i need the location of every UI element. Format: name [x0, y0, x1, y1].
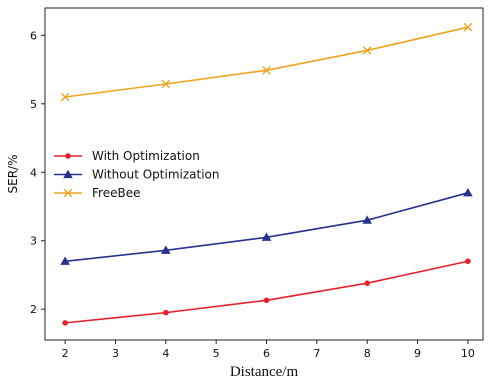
legend-label: With Optimization [92, 149, 200, 163]
series-1-point [62, 320, 68, 326]
y-axis-label: SER/% [6, 155, 20, 194]
legend: With Optimization Without Optimization Fre… [54, 149, 219, 200]
legend-marker [63, 169, 73, 179]
series-line-2 [65, 192, 469, 263]
series-2-point [161, 245, 171, 254]
series-3-point [463, 22, 473, 32]
series-1-point [263, 297, 270, 304]
series-2-point [60, 256, 70, 265]
x-tick-label: 10 [461, 347, 475, 360]
legend-label: FreeBee [92, 186, 140, 200]
x-tick-label: 5 [213, 347, 220, 360]
x-tick-label: 9 [414, 347, 421, 360]
x-axis: 2 3 4 5 6 7 8 9 10 [62, 340, 475, 360]
legend-label: Without Optimization [92, 168, 219, 182]
x-tick-label: 6 [263, 347, 270, 360]
series-3-point [362, 46, 372, 55]
series-3-point [161, 79, 171, 89]
y-tick-label: 3 [30, 235, 37, 248]
x-tick-label: 7 [313, 347, 320, 360]
series-line-1 [65, 260, 469, 324]
series-2-point [463, 188, 473, 197]
x-tick-label: 2 [62, 347, 69, 360]
series-line-3 [65, 26, 469, 98]
y-tick-label: 2 [30, 303, 37, 316]
legend-marker [65, 153, 71, 159]
y-tick-label: 5 [30, 98, 37, 111]
y-tick-label: 4 [30, 166, 37, 179]
plot-frame [44, 7, 484, 341]
y-tick-label: 6 [30, 29, 37, 42]
y-axis: 2 3 4 5 6 [30, 29, 45, 316]
legend-marker [63, 188, 73, 198]
series-3-point [262, 65, 271, 75]
x-tick-label: 4 [162, 347, 169, 360]
x-tick-label: 3 [112, 347, 119, 360]
series-1-point [163, 309, 169, 316]
x-tick-label: 8 [364, 347, 371, 360]
series-layer [60, 22, 473, 326]
series-1-point [364, 280, 371, 286]
x-axis-label: Distance/m [230, 364, 299, 380]
series-3-point [60, 92, 70, 102]
series-2-point [261, 232, 272, 241]
series-1-point [465, 258, 471, 265]
series-2-point [362, 215, 373, 224]
